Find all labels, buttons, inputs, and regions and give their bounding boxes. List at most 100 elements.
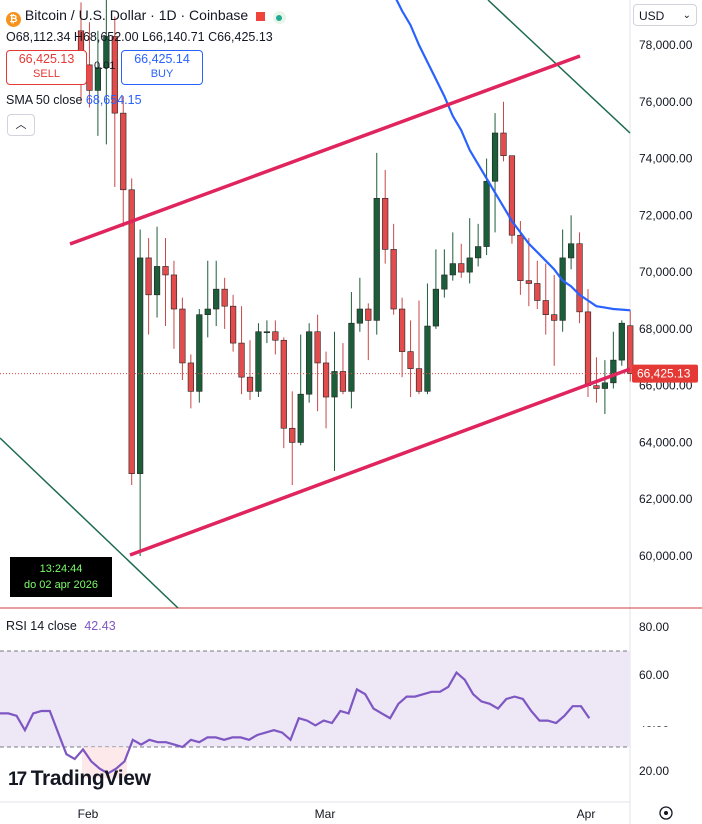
candle-body-down: [246, 376, 254, 392]
candle-body-up: [204, 308, 211, 315]
candle-body-down: [542, 300, 549, 315]
market-status-icon: [256, 11, 266, 21]
settings-gear-icon[interactable]: [659, 806, 673, 820]
rsi-tick-label: 80.00: [639, 620, 669, 634]
price-tick-label: 68,000.00: [639, 322, 693, 336]
candle-body-down: [128, 189, 135, 474]
price-tick-label: 78,000.00: [639, 38, 693, 52]
clock-widget: 13:24:44 do 02 apr 2026: [10, 557, 112, 597]
candle-body-up: [297, 393, 304, 443]
candle-body-down: [365, 308, 372, 321]
last-price-tag-label: 66,425.13: [637, 367, 691, 381]
candle-body-down: [627, 325, 634, 374]
clock-date: do 02 apr 2026: [23, 579, 98, 591]
collapse-indicators-button[interactable]: ︿: [7, 114, 35, 136]
clock-time: 13:24:44: [39, 563, 83, 575]
price-tick-label: 72,000.00: [639, 208, 693, 222]
candle: [145, 238, 152, 335]
candle-body-up: [559, 257, 566, 321]
candle-body-down: [145, 257, 152, 296]
candle-body-down: [170, 274, 178, 310]
candle: [314, 314, 321, 412]
tradingview-logo[interactable]: 17 TradingView: [8, 767, 151, 791]
tradingview-logo-icon: 17: [8, 769, 27, 790]
rsi-oversold-fill: [82, 747, 127, 779]
price-tick-label: 70,000.00: [639, 265, 693, 279]
buy-button[interactable]: 66,425.14 BUY: [121, 50, 203, 85]
candle-body-up: [567, 243, 575, 259]
candle: [331, 331, 338, 471]
close-value: 66,425.13: [217, 30, 273, 44]
candle: [322, 351, 330, 429]
candle: [424, 283, 431, 395]
candle: [483, 158, 490, 256]
market-open-icon: [272, 11, 286, 24]
candle-body-down: [390, 249, 397, 310]
rsi-legend[interactable]: RSI 14 close 42.43: [6, 619, 116, 633]
candle: [618, 320, 625, 366]
candle: [551, 274, 558, 366]
candle-body-down: [230, 305, 237, 344]
candle: [238, 306, 245, 395]
candle: [339, 343, 347, 395]
candle: [111, 16, 118, 187]
low-label: L: [142, 30, 149, 44]
candle-body-down: [382, 198, 389, 250]
candle: [542, 263, 549, 335]
candle: [153, 226, 161, 318]
price-tick-label: 60,000.00: [639, 549, 693, 563]
buy-label: BUY: [150, 68, 174, 80]
candle-body-down: [120, 112, 127, 191]
candle-body-up: [483, 180, 490, 247]
candle-body-down: [593, 385, 600, 389]
candle: [610, 331, 617, 389]
candle-body-up: [306, 331, 313, 395]
candle-body-up: [348, 322, 355, 392]
channel-upper-line: [69, 54, 581, 246]
chevron-up-icon: ︿: [15, 119, 27, 131]
candle: [297, 334, 304, 446]
sell-price: 66,425.13: [18, 52, 75, 66]
sell-label: SELL: [33, 68, 60, 80]
candle: [365, 303, 372, 361]
candle: [491, 113, 499, 233]
symbol-header[interactable]: ₿ Bitcoin / U.S. Dollar · 1D · Coinbase: [6, 7, 286, 27]
currency-select[interactable]: USD ⌄: [633, 4, 697, 26]
candle-body-up: [196, 314, 203, 392]
candle: [137, 229, 144, 556]
candle-body-up: [255, 331, 262, 392]
bitcoin-icon: ₿: [6, 12, 21, 27]
buy-price: 66,425.14: [134, 52, 190, 66]
candle-body-up: [441, 274, 448, 290]
candle: [458, 243, 465, 278]
candle: [103, 0, 110, 145]
candle-body-down: [407, 351, 414, 369]
candle-body-up: [103, 36, 110, 69]
candle: [500, 101, 507, 162]
open-value: 68,112.34: [15, 30, 71, 44]
trendline-upper: [487, 0, 631, 134]
open-label: O: [6, 30, 16, 44]
candle: [221, 277, 228, 329]
candle-body-down: [272, 331, 279, 341]
time-tick-label: Apr: [577, 807, 596, 821]
candle: [213, 260, 220, 327]
sma-legend[interactable]: SMA 50 close 68,654.15: [6, 93, 142, 107]
candle-body-up: [432, 288, 440, 327]
rsi-tag-bg: [632, 708, 672, 727]
candle: [475, 223, 482, 267]
candle-body-up: [373, 198, 380, 321]
chevron-down-icon: ⌄: [682, 10, 691, 21]
candle: [348, 291, 355, 409]
sell-button[interactable]: 66,425.13 SELL: [6, 50, 87, 85]
candle-body-up: [137, 257, 144, 474]
candle: [263, 320, 271, 344]
candle-body-up: [618, 322, 625, 361]
spread-value: 0.01: [94, 60, 116, 72]
candle-body-down: [111, 36, 118, 114]
channel-lower-line: [129, 367, 631, 557]
candle: [373, 152, 380, 335]
candle-body-up: [424, 325, 431, 392]
candle-body-up: [475, 246, 482, 259]
